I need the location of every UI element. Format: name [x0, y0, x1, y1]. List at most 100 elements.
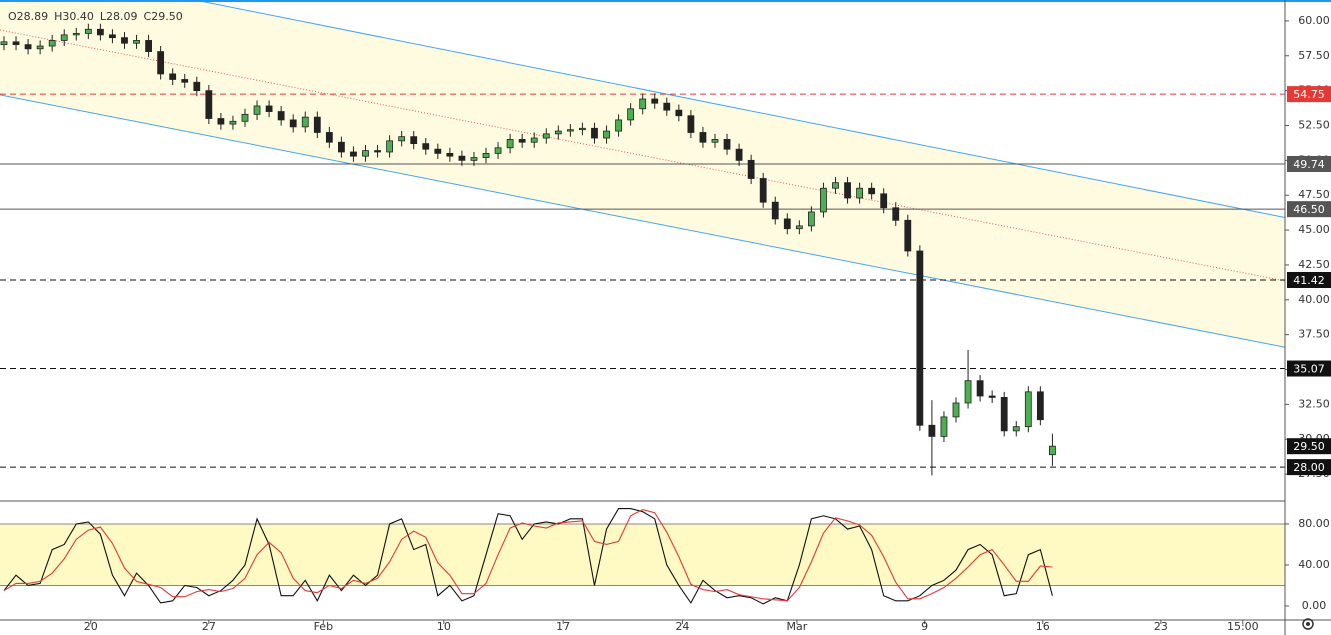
- y-tick-label: 80.00: [1298, 517, 1330, 530]
- y-tick-label: 32.50: [1298, 397, 1330, 410]
- candle-body: [253, 105, 261, 115]
- candle-body: [1024, 391, 1032, 428]
- candle-body: [566, 129, 574, 132]
- candle-body: [24, 44, 32, 50]
- x-tick-label: 20: [84, 620, 98, 633]
- price-label-box: [1287, 86, 1331, 103]
- x-tick-label: 27: [202, 620, 216, 633]
- x-tick-label: Mar: [787, 620, 808, 633]
- settings-icon[interactable]: [1302, 618, 1314, 630]
- candle-body: [820, 187, 827, 213]
- candle-body: [699, 132, 707, 143]
- candle-body: [0, 41, 8, 46]
- candle-body: [506, 139, 514, 149]
- candle-body: [856, 187, 863, 199]
- y-tick-label: 52.50: [1298, 118, 1330, 131]
- candle-body: [398, 136, 406, 142]
- candle-body: [904, 219, 912, 252]
- price-label: 29.50: [1293, 440, 1325, 453]
- x-tick-label: 16: [1036, 620, 1050, 633]
- candle-body: [193, 81, 201, 92]
- candle-body: [325, 132, 333, 143]
- y-tick-label: 40.00: [1298, 293, 1330, 306]
- channel-fill: [0, 0, 1285, 348]
- price-label: 49.74: [1293, 158, 1325, 171]
- x-tick-label: 17: [556, 620, 570, 633]
- candle-body: [434, 148, 442, 154]
- candle-body: [181, 79, 189, 83]
- candle-body: [241, 113, 249, 122]
- candle-body: [169, 73, 177, 80]
- candle-body: [229, 120, 237, 125]
- candle-body: [795, 225, 803, 230]
- axes: 60.0057.5055.0052.5050.0047.5045.0042.50…: [84, 14, 1331, 633]
- x-tick-label: 24: [675, 620, 689, 633]
- price-label: 54.75: [1293, 88, 1325, 101]
- candle-body: [964, 380, 972, 404]
- candle-body: [133, 40, 140, 44]
- candle-body: [687, 115, 695, 133]
- candle-body: [48, 40, 56, 47]
- candle-body: [72, 33, 80, 36]
- candle-body: [976, 380, 984, 397]
- candle-body: [374, 150, 381, 153]
- stoch-line: [3, 508, 1053, 605]
- candle-body: [1000, 396, 1008, 432]
- channel-lower: [0, 94, 1285, 348]
- candle-body: [60, 34, 68, 41]
- candle-body: [12, 41, 20, 46]
- price-label-box: [1287, 459, 1331, 476]
- candle-body: [675, 109, 683, 117]
- candle-body: [84, 28, 92, 34]
- candle-body: [36, 45, 44, 50]
- candle-body: [410, 136, 418, 145]
- price-label: 46.50: [1293, 203, 1325, 216]
- candle-body: [627, 108, 635, 121]
- ohlc-value: L28.09: [100, 10, 138, 23]
- candle-body: [880, 193, 888, 209]
- y-tick-label: 40.00: [1298, 558, 1330, 571]
- candle-body: [109, 34, 116, 39]
- x-tick-label: 9: [921, 620, 928, 633]
- candle-body: [735, 148, 743, 161]
- candle-body: [868, 187, 876, 195]
- channel-middle: [0, 29, 1285, 282]
- candle-body: [313, 116, 321, 133]
- candle-body: [482, 152, 490, 158]
- y-tick-label: 42.50: [1298, 258, 1330, 271]
- price-label: 28.00: [1293, 461, 1325, 474]
- candle-body: [651, 98, 659, 104]
- candle-body: [494, 147, 502, 154]
- ohlc-value: O28.89: [8, 10, 48, 23]
- candle-body: [301, 116, 309, 128]
- x-tick-label: 15:00: [1227, 620, 1259, 633]
- candle-body: [771, 201, 779, 220]
- stoch-band: [0, 523, 1285, 586]
- y-tick-label: 0.00: [1302, 599, 1327, 612]
- price-label: 35.07: [1293, 363, 1325, 376]
- y-tick-label: 60.00: [1298, 14, 1330, 27]
- price-label-box: [1287, 201, 1331, 218]
- candle-body: [542, 133, 550, 139]
- candle-body: [386, 140, 394, 153]
- channel-upper: [194, 0, 1285, 219]
- stoch-line: [3, 509, 1053, 602]
- candle-body: [663, 102, 671, 111]
- candle-body: [747, 159, 755, 179]
- candle-body: [639, 98, 647, 110]
- candle-body: [928, 424, 936, 437]
- y-tick-label: 37.50: [1298, 328, 1330, 341]
- candle-body: [422, 143, 430, 150]
- y-tick-label: 57.50: [1298, 49, 1330, 62]
- candle-body: [1036, 391, 1044, 421]
- price-pane: [0, 0, 1285, 476]
- candle-body: [603, 130, 610, 139]
- candle-body: [844, 182, 851, 199]
- x-tick-label: 10: [437, 620, 451, 633]
- candle-body: [783, 218, 791, 230]
- price-label-box: [1287, 271, 1331, 288]
- candle-body: [615, 119, 622, 132]
- candle-body: [1049, 445, 1056, 456]
- candle-body: [759, 178, 767, 203]
